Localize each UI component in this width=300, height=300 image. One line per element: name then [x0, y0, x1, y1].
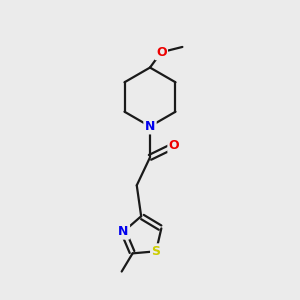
Text: O: O	[156, 46, 166, 59]
Text: N: N	[145, 120, 155, 133]
Text: S: S	[152, 245, 160, 258]
Text: N: N	[118, 225, 129, 238]
Text: O: O	[169, 139, 179, 152]
